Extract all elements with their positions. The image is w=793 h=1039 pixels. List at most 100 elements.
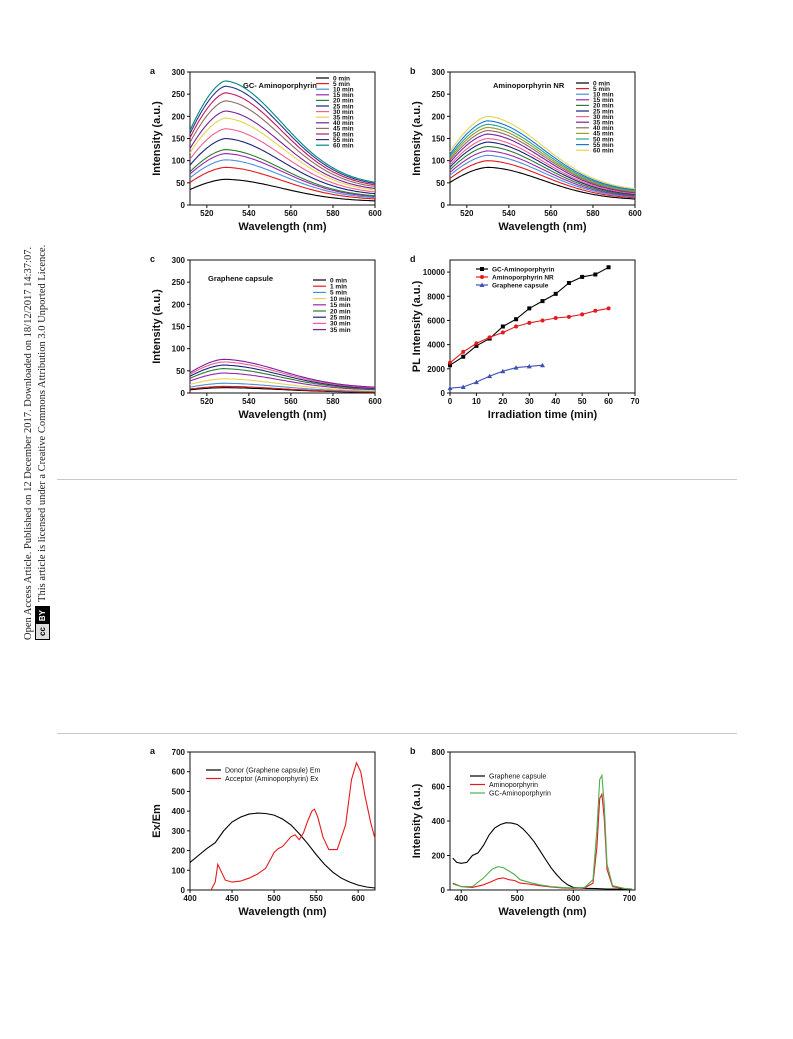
x-tick-label: 40 (551, 397, 560, 406)
by-label: BY (36, 606, 49, 625)
x-tick-label: 70 (631, 397, 640, 406)
y-tick-label: 10000 (423, 268, 446, 277)
y-tick-label: 4000 (427, 341, 445, 350)
x-tick-label: 0 (448, 397, 453, 406)
series-line (189, 385, 375, 393)
data-point (540, 362, 545, 368)
data-point (500, 330, 505, 335)
y-tick-label: 150 (172, 135, 186, 144)
series-line (449, 123, 636, 192)
data-point (461, 349, 466, 354)
legend-label: 60 min (593, 148, 614, 155)
legend-label: 30 min (330, 321, 351, 328)
data-point (487, 373, 493, 379)
data-point (527, 306, 532, 311)
legend-label: 50 min (333, 131, 354, 138)
y-axis-label: Intensity (a.u.) (411, 101, 423, 176)
y-tick-label: 50 (436, 179, 445, 188)
series-line (189, 382, 375, 392)
data-point (553, 291, 558, 296)
series-line (452, 792, 633, 890)
y-tick-label: 300 (172, 256, 186, 265)
x-tick-label: 400 (455, 894, 469, 903)
panel-title: Graphene capsule (208, 274, 273, 283)
x-axis-label: Wavelength (nm) (498, 906, 587, 918)
data-point (540, 299, 545, 304)
y-tick-label: 300 (172, 68, 186, 77)
data-point (448, 363, 452, 368)
x-tick-label: 600 (368, 397, 382, 406)
legend-label: 25 min (330, 315, 351, 322)
series-line (449, 307, 609, 364)
panel-letter: a (150, 746, 156, 756)
data-point (514, 324, 519, 329)
y-tick-label: 200 (432, 112, 446, 121)
data-point (460, 384, 466, 389)
figure1-panel-d-chart: 0 10 20 30 40 50 60 70 0 2000 4000 6000 8000 10000 Irr… (410, 254, 640, 421)
data-point (526, 363, 532, 369)
series-line (189, 100, 376, 188)
legend-label: 35 min (593, 120, 614, 127)
license-line-2-text: This article is licensed under a Creativ… (36, 244, 48, 602)
legend-label: 15 min (330, 302, 351, 309)
y-tick-label: 800 (432, 748, 446, 757)
y-tick-label: 150 (432, 135, 446, 144)
x-tick-label: 400 (183, 894, 197, 903)
y-tick-label: 200 (172, 112, 186, 121)
panel-letter: d (410, 254, 416, 264)
legend-label: 55 min (593, 142, 614, 149)
legend-label: 40 min (593, 125, 614, 132)
figure1-panel-c-chart: 520 540 560 580 600 0 50 100 150 200 250 300 Wavelen… (150, 254, 382, 421)
series-line (210, 761, 376, 891)
x-axis-label: Wavelength (nm) (238, 906, 327, 918)
panel-letter: c (150, 254, 155, 264)
legend-label: 5 min (330, 290, 347, 297)
data-point (448, 360, 452, 365)
figure2-panel-b-chart: 400 500 600 700 0 200 400 600 800 Wavelength (nm)… (410, 746, 637, 918)
y-tick-label: 250 (172, 278, 186, 287)
data-point (527, 320, 532, 325)
legend-label: Acceptor (Aminoporphyrin) Ex (225, 776, 319, 783)
cc-label: cc (36, 624, 49, 639)
legend-marker (480, 275, 484, 279)
panel-letter: b (410, 746, 416, 756)
x-tick-label: 560 (284, 209, 298, 218)
cc-by-badge-icon[interactable]: ccBY (35, 605, 50, 640)
y-tick-label: 100 (172, 345, 186, 354)
license-line-2: ccBY This article is licensed under a Cre… (35, 245, 50, 640)
legend-label: 40 min (333, 120, 354, 127)
x-tick-label: 540 (242, 397, 256, 406)
data-point (580, 312, 585, 317)
y-tick-label: 400 (172, 807, 186, 816)
license-sidebar: Open Access Article. Published on 12 Dec… (0, 0, 50, 1039)
series-line (189, 80, 376, 183)
legend-label: 15 min (593, 97, 614, 104)
data-point (474, 341, 479, 346)
series-line (449, 364, 543, 389)
data-point (606, 265, 611, 270)
y-tick-label: 0 (181, 389, 186, 398)
x-tick-label: 20 (498, 397, 507, 406)
x-axis-label: Wavelength (nm) (238, 221, 327, 233)
y-tick-label: 100 (172, 866, 186, 875)
x-tick-label: 560 (544, 209, 558, 218)
y-tick-label: 6000 (427, 316, 445, 325)
x-tick-label: 550 (309, 894, 323, 903)
legend-label: 1 min (330, 284, 347, 291)
legend-label: 20 min (593, 103, 614, 110)
series-line (189, 361, 376, 389)
legend-label: 35 min (330, 327, 351, 334)
series-line (452, 822, 630, 890)
x-tick-label: 580 (586, 209, 600, 218)
series-line (449, 150, 636, 197)
x-tick-label: 500 (511, 894, 525, 903)
series-line (189, 153, 376, 198)
series-line (189, 368, 376, 390)
legend-label: 10 min (333, 87, 354, 94)
series-line (189, 137, 376, 195)
y-axis-label: Ex/Em (151, 804, 163, 838)
figure1-panel-a-chart: 520 540 560 580 600 0 50 100 150 200 250 300 Wavelen… (150, 66, 382, 233)
y-axis-label: PL Intensity (a.u.) (411, 280, 423, 372)
data-point (593, 272, 598, 277)
legend-label: 0 min (330, 277, 347, 284)
